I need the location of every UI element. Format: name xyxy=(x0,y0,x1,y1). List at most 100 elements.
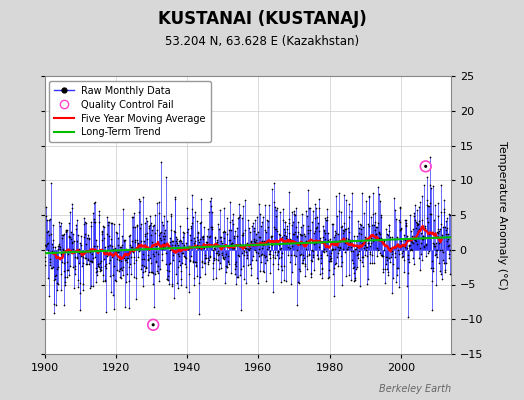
Point xyxy=(247,238,256,245)
Point xyxy=(105,233,113,239)
Point xyxy=(52,266,61,272)
Point xyxy=(430,240,438,247)
Point xyxy=(115,267,123,274)
Point xyxy=(300,242,309,248)
Point xyxy=(173,236,181,242)
Point xyxy=(83,257,92,264)
Point xyxy=(319,234,328,240)
Point xyxy=(104,222,112,228)
Point xyxy=(249,228,258,234)
Point xyxy=(257,219,266,225)
Point xyxy=(220,256,228,263)
Point xyxy=(164,277,172,283)
Point xyxy=(390,249,399,256)
Point xyxy=(307,274,315,280)
Point xyxy=(332,193,341,199)
Point xyxy=(117,275,125,282)
Point xyxy=(261,202,269,208)
Point xyxy=(421,235,429,241)
Point xyxy=(268,252,277,258)
Point xyxy=(436,182,445,188)
Point xyxy=(83,247,92,254)
Point xyxy=(63,267,72,274)
Point xyxy=(314,196,323,202)
Point xyxy=(401,223,410,230)
Point xyxy=(311,200,319,207)
Point xyxy=(296,268,304,274)
Point xyxy=(198,234,206,240)
Point xyxy=(191,259,199,265)
Point xyxy=(388,247,396,254)
Point xyxy=(211,234,220,240)
Point xyxy=(343,240,352,247)
Point xyxy=(344,235,352,242)
Point xyxy=(82,241,90,247)
Point xyxy=(300,255,308,262)
Point xyxy=(327,250,335,256)
Point xyxy=(130,260,138,266)
Point xyxy=(267,242,276,248)
Point xyxy=(59,231,68,238)
Point xyxy=(407,237,416,243)
Point xyxy=(215,226,224,232)
Point xyxy=(301,261,309,268)
Point xyxy=(138,256,146,262)
Point xyxy=(407,228,416,234)
Point xyxy=(206,198,214,204)
Point xyxy=(157,250,166,257)
Point xyxy=(176,282,184,288)
Point xyxy=(242,244,250,251)
Point xyxy=(276,263,285,270)
Point xyxy=(278,217,287,223)
Point xyxy=(407,246,415,252)
Point xyxy=(91,236,100,243)
Point xyxy=(194,237,202,243)
Point xyxy=(307,256,315,263)
Point xyxy=(394,242,402,248)
Point xyxy=(396,227,405,234)
Point xyxy=(84,256,92,262)
Point xyxy=(111,277,119,284)
Point xyxy=(420,182,429,188)
Point xyxy=(341,240,349,246)
Point xyxy=(313,256,322,262)
Point xyxy=(208,226,216,232)
Point xyxy=(138,250,147,257)
Point xyxy=(242,245,250,252)
Point xyxy=(132,295,140,302)
Point xyxy=(205,254,214,261)
Point xyxy=(53,280,62,287)
Point xyxy=(238,232,247,238)
Point xyxy=(91,219,99,226)
Point xyxy=(40,254,49,260)
Point xyxy=(236,266,245,272)
Point xyxy=(423,215,432,221)
Point xyxy=(395,251,403,258)
Point xyxy=(166,247,174,253)
Point xyxy=(109,272,117,278)
Point xyxy=(430,242,439,249)
Point xyxy=(54,264,63,270)
Point xyxy=(342,273,350,279)
Point xyxy=(231,266,239,272)
Point xyxy=(224,253,232,259)
Point xyxy=(217,244,225,250)
Point xyxy=(288,222,296,229)
Point xyxy=(286,245,294,252)
Point xyxy=(297,232,305,238)
Point xyxy=(73,232,82,238)
Point xyxy=(427,265,435,271)
Point xyxy=(389,245,398,252)
Point xyxy=(212,250,220,256)
Point xyxy=(435,259,443,266)
Point xyxy=(121,237,129,244)
Point xyxy=(439,256,447,263)
Point xyxy=(54,242,62,249)
Point xyxy=(140,238,148,244)
Point xyxy=(198,264,206,270)
Point xyxy=(423,202,431,208)
Point xyxy=(217,234,226,241)
Point xyxy=(152,248,161,255)
Point xyxy=(251,239,259,245)
Point xyxy=(236,241,245,247)
